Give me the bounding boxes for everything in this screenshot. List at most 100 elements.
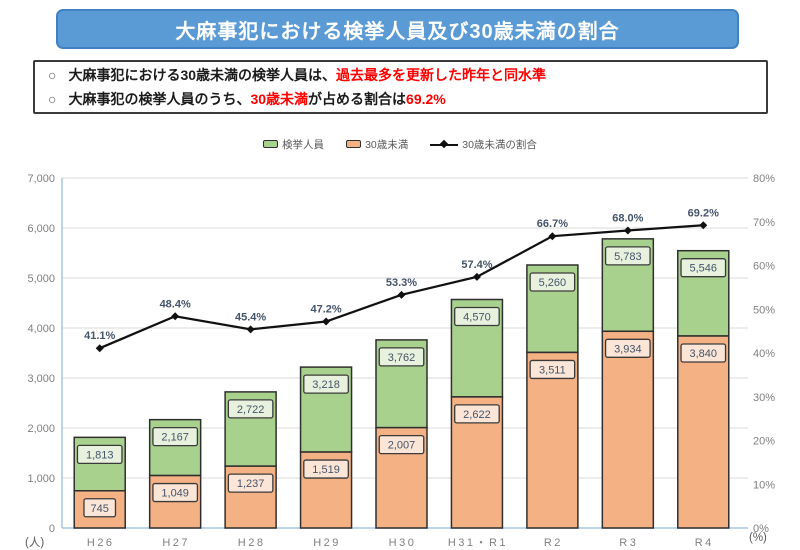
callout-text: が占める割合は: [308, 90, 407, 107]
bar-under30-segment: [601, 330, 655, 529]
right-axis-tick-label: 70%: [753, 217, 775, 229]
trend-marker: [548, 232, 557, 241]
legend-item: 30歳未満: [346, 137, 408, 152]
trend-marker: [322, 317, 331, 326]
category-label: H31・R1: [448, 537, 508, 549]
right-axis-tick-label: 10%: [753, 479, 775, 491]
bar-under30-label-box: [83, 498, 117, 518]
trend-percent-label: 68.0%: [612, 213, 643, 225]
right-axis-tick-label: 80%: [753, 173, 775, 185]
right-axis-unit: (%): [749, 532, 767, 544]
left-axis-unit: (人): [25, 537, 45, 549]
category-label: R3: [619, 537, 638, 549]
bar-under30-label: 3,934: [614, 343, 642, 355]
bar-total-label: 2,722: [237, 404, 265, 416]
legend-label: 検挙人員: [282, 138, 325, 151]
trend-percent-label: 53.3%: [386, 277, 417, 289]
title-banner: 大麻事犯における検挙人員及び30歳未満の割合: [56, 9, 739, 49]
bar-under30-label-box: [227, 473, 274, 493]
trend-percent-label: 69.2%: [688, 207, 719, 219]
bar-total-label: 5,546: [690, 263, 718, 275]
trend-marker: [246, 325, 255, 334]
bar-total-label-box: [227, 399, 274, 419]
left-axis-tick-label: 6,000: [27, 223, 55, 235]
bar-total-label-box: [529, 272, 576, 292]
bar-total-label: 2,167: [161, 432, 189, 444]
bar-under30-label-box: [680, 343, 727, 363]
left-axis-tick-label: 1,000: [27, 473, 55, 485]
bar-under30-label-box: [303, 459, 349, 479]
callout-text: 大麻事犯の検挙人員のうち、: [68, 90, 251, 107]
category-label: R4: [695, 537, 714, 549]
bar-total-label: 3,762: [388, 352, 416, 364]
bar-under30-label: 745: [91, 503, 109, 515]
bar-total-label-box: [680, 258, 727, 278]
left-axis-tick-label: 3,000: [27, 373, 55, 385]
left-axis-tick-label: 5,000: [27, 273, 55, 285]
trend-percent-label: 48.4%: [160, 298, 191, 310]
right-axis-tick-label: 0%: [753, 523, 769, 535]
bar-total-label: 5,783: [614, 251, 642, 263]
bar-total-label: 1,813: [86, 449, 114, 461]
legend-item: 30歳未満の割合: [430, 137, 537, 152]
category-label: R2: [544, 537, 563, 549]
bar-total-label-box: [604, 246, 651, 266]
right-axis-tick-label: 40%: [753, 348, 775, 360]
callout-row: ○ 大麻事犯の検挙人員のうち、30歳未満が占める割合は69.2%: [48, 89, 766, 109]
trend-marker: [397, 290, 406, 299]
category-label: H29: [313, 537, 341, 549]
bar-under30-label: 3,511: [539, 364, 566, 376]
bar-total-label-box: [454, 306, 500, 327]
bar-under30-segment: [677, 335, 730, 529]
trend-marker: [95, 344, 104, 353]
legend-label: 30歳未満: [365, 138, 409, 151]
bar-under30-label: 1,519: [312, 464, 340, 476]
callout-text: 大麻事犯における30歳未満の検挙人員は、: [68, 67, 337, 84]
left-axis-tick-label: 4,000: [27, 323, 55, 335]
callout-text-highlight: 過去最多を更新した昨年と同水準: [336, 67, 547, 84]
legend-swatch-icon: [263, 140, 279, 148]
callout-text-highlight: 69.2%: [406, 90, 446, 107]
left-axis-tick-label: 7,000: [27, 173, 55, 185]
trend-percent-label: 57.4%: [461, 259, 492, 271]
right-axis-tick-label: 50%: [753, 304, 775, 316]
legend-label: 30歳未満の割合: [462, 138, 537, 151]
right-axis-tick-label: 20%: [753, 436, 775, 448]
bar-total-label-box: [76, 444, 123, 465]
legend-item: 検挙人員: [263, 137, 324, 152]
trend-percent-label: 66.7%: [537, 218, 568, 230]
bar-total-label-box: [303, 374, 349, 394]
left-axis-tick-label: 0: [49, 523, 55, 535]
bar-under30-label-box: [378, 434, 425, 455]
bullet-circle-icon: ○: [48, 67, 57, 84]
legend-line-marker-icon: [430, 139, 459, 149]
right-axis-tick-label: 30%: [753, 392, 775, 404]
bar-under30-label-box: [152, 482, 199, 503]
category-label: H27: [162, 537, 190, 549]
trend-marker: [623, 226, 632, 235]
bar-under30-label-box: [529, 359, 576, 380]
callout-text-highlight: 30歳未満: [250, 90, 309, 107]
page-title: 大麻事犯における検挙人員及び30歳未満の割合: [175, 20, 620, 43]
category-label: H30: [389, 537, 417, 549]
callout-row: ○ 大麻事犯における30歳未満の検挙人員は、過去最多を更新した昨年と同水準: [48, 65, 766, 85]
bar-under30-segment: [526, 351, 579, 529]
bar-under30-label: 1,049: [161, 488, 189, 500]
bar-total-label: 5,260: [539, 277, 567, 289]
bar-total-label-box: [378, 347, 425, 367]
left-axis-tick-label: 2,000: [27, 423, 55, 435]
trend-percent-label: 41.1%: [84, 330, 115, 342]
right-axis-tick-label: 60%: [753, 261, 775, 273]
bar-under30-label: 3,840: [690, 348, 718, 360]
bar-total-label: 4,570: [463, 312, 491, 324]
bar-under30-label: 1,237: [237, 478, 265, 490]
bar-total-label-box: [152, 426, 199, 447]
callout-box: ○ 大麻事犯における30歳未満の検挙人員は、過去最多を更新した昨年と同水準 ○ 大麻事…: [33, 60, 768, 114]
bar-under30-label-box: [454, 404, 500, 424]
legend-swatch-icon: [346, 140, 362, 148]
trend-marker: [699, 221, 708, 230]
trend-percent-label: 45.4%: [235, 311, 266, 323]
bar-under30-label-box: [604, 338, 651, 358]
trend-marker: [472, 272, 481, 281]
